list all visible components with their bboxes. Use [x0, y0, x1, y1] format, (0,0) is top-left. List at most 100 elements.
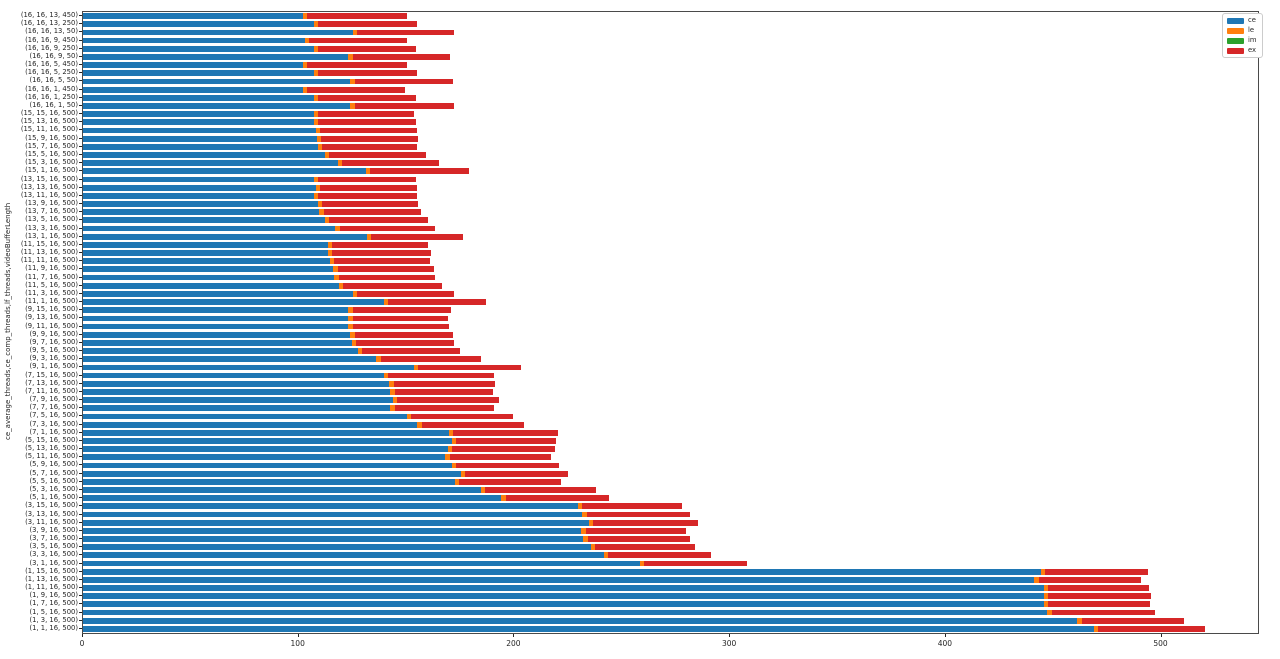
bar-segment-ex: [582, 503, 682, 510]
y-tick-label: (7, 7, 16, 500): [29, 403, 78, 412]
y-tick-mark: [79, 72, 82, 74]
bar-segment-ce: [83, 331, 351, 338]
y-tick-label: (13, 15, 16, 500): [20, 174, 78, 183]
bar-segment-ce: [83, 209, 320, 216]
y-tick-label: (16, 16, 9, 50): [29, 51, 78, 60]
bar-segment-ex: [322, 143, 418, 150]
y-tick-mark: [79, 96, 82, 98]
bar-segment-le: [333, 266, 338, 273]
bar-segment-ce: [83, 103, 351, 109]
bar-row: [83, 265, 1258, 273]
x-tick-label: 300: [721, 639, 737, 648]
bar-row: [83, 257, 1258, 265]
bar-row: [83, 478, 1258, 486]
bar-segment-ce: [83, 21, 314, 28]
y-tick-mark: [79, 243, 82, 245]
y-tick-label: (15, 7, 16, 500): [25, 141, 78, 150]
y-tick-mark: [79, 47, 82, 49]
bar-segment-ce: [83, 405, 391, 412]
y-tick-label: (15, 3, 16, 500): [25, 158, 78, 167]
y-tick-label: (5, 13, 16, 500): [25, 444, 78, 453]
bar-segment-ce: [83, 70, 314, 77]
x-tick-label: 400: [937, 639, 953, 648]
bar-row: [83, 535, 1258, 543]
bar-segment-ce: [83, 135, 318, 142]
bar-segment-ce: [83, 241, 328, 248]
y-tick-mark: [79, 431, 82, 433]
bar-segment-ex: [459, 478, 561, 485]
bar-segment-ex: [394, 405, 494, 412]
y-tick-label: (5, 1, 16, 500): [29, 493, 78, 502]
y-tick-mark: [79, 529, 82, 531]
bar-row: [83, 396, 1258, 404]
y-tick-mark: [79, 358, 82, 360]
bar-row: [83, 625, 1258, 633]
bar-segment-le: [389, 380, 394, 387]
y-tick-label: (9, 11, 16, 500): [25, 321, 78, 330]
y-tick-label: (9, 13, 16, 500): [25, 313, 78, 322]
bar-segment-ex: [370, 233, 463, 240]
bar-segment-ce: [83, 413, 407, 420]
bar-segment-ce: [83, 78, 351, 85]
bar-row: [83, 167, 1258, 175]
bar-segment-ex: [585, 527, 686, 534]
y-tick-label: (7, 15, 16, 500): [25, 370, 78, 379]
y-tick-label: (9, 1, 16, 500): [29, 362, 78, 371]
bar-segment-le: [352, 290, 357, 297]
y-tick-label: (5, 9, 16, 500): [29, 460, 78, 469]
bar-row: [83, 290, 1258, 298]
bar-segment-ce: [83, 462, 452, 469]
bar-segment-ex: [393, 380, 495, 387]
bar-segment-ex: [421, 421, 525, 428]
bar-segment-ce: [83, 478, 456, 485]
legend-item-ce: ce: [1227, 17, 1257, 24]
y-tick-mark: [79, 145, 82, 147]
bar-segment-ex: [307, 62, 407, 68]
bar-segment-le: [334, 274, 339, 281]
y-tick-label: (9, 15, 16, 500): [25, 305, 78, 314]
bar-segment-le: [366, 233, 371, 240]
y-tick-mark: [79, 203, 82, 205]
bar-segment-ex: [318, 45, 417, 52]
bar-segment-le: [337, 160, 342, 167]
bar-row: [83, 77, 1258, 85]
y-tick-label: (1, 13, 16, 500): [25, 574, 78, 583]
bar-row: [83, 314, 1258, 322]
y-tick-mark: [79, 570, 82, 572]
y-tick-label: (13, 7, 16, 500): [25, 207, 78, 216]
bar-row: [83, 175, 1258, 183]
bar-segment-ex: [362, 348, 461, 354]
y-tick-label: (1, 3, 16, 500): [29, 615, 78, 624]
y-tick-label: (7, 5, 16, 500): [29, 411, 78, 420]
bar-segment-le: [383, 299, 389, 305]
bar-segment-le: [417, 421, 422, 428]
y-tick-label: (11, 7, 16, 500): [25, 272, 78, 281]
bar-row: [83, 216, 1258, 224]
y-tick-label: (11, 9, 16, 500): [25, 264, 78, 273]
bar-segment-ex: [388, 299, 487, 305]
legend-item-le: le: [1227, 27, 1257, 34]
y-tick-label: (13, 9, 16, 500): [25, 199, 78, 208]
y-tick-mark: [79, 153, 82, 155]
bar-segment-le: [350, 78, 355, 85]
bar-segment-ex: [456, 462, 559, 469]
bar-row: [83, 486, 1258, 494]
bar-segment-ce: [83, 152, 325, 158]
bar-segment-ce: [83, 54, 349, 60]
y-tick-mark: [79, 178, 82, 180]
bar-row: [83, 617, 1258, 625]
y-tick-label: (3, 5, 16, 500): [29, 542, 78, 551]
bar-segment-ce: [83, 487, 481, 493]
bar-row: [83, 445, 1258, 453]
plot-area: [82, 11, 1259, 634]
y-tick-label: (5, 15, 16, 500): [25, 435, 78, 444]
y-tick-mark: [79, 268, 82, 270]
bar-segment-le: [348, 323, 353, 330]
y-tick-mark: [79, 186, 82, 188]
bar-segment-ce: [83, 192, 314, 199]
y-tick-mark: [79, 423, 82, 425]
y-tick-mark: [79, 415, 82, 417]
y-tick-label: (13, 11, 16, 500): [20, 190, 78, 199]
x-tick-mark: [1160, 634, 1162, 637]
y-tick-mark: [79, 88, 82, 90]
